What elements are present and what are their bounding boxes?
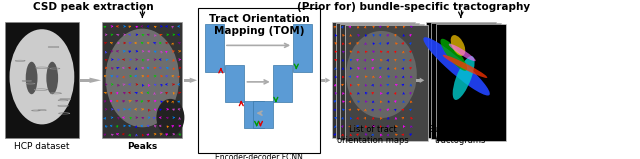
- Ellipse shape: [443, 55, 487, 78]
- Ellipse shape: [106, 29, 179, 127]
- Text: (Prior for) bundle-specific tractography: (Prior for) bundle-specific tractography: [297, 2, 531, 12]
- Bar: [102, 22, 182, 138]
- Text: Tract Orientation
Mapping (TOM): Tract Orientation Mapping (TOM): [209, 14, 310, 36]
- Ellipse shape: [449, 44, 476, 61]
- Bar: [293, 24, 312, 72]
- Ellipse shape: [451, 35, 465, 56]
- Bar: [345, 25, 428, 141]
- Bar: [198, 8, 320, 153]
- Polygon shape: [189, 78, 197, 83]
- Bar: [436, 24, 506, 141]
- Polygon shape: [416, 79, 420, 82]
- Ellipse shape: [156, 99, 184, 136]
- Text: Peaks: Peaks: [127, 142, 157, 151]
- Bar: [253, 101, 273, 128]
- Bar: [426, 22, 496, 138]
- Bar: [431, 23, 501, 139]
- Bar: [273, 65, 292, 102]
- Ellipse shape: [46, 62, 58, 94]
- Bar: [340, 24, 424, 140]
- Bar: [244, 101, 264, 128]
- Text: List of tract
orientation maps: List of tract orientation maps: [337, 125, 409, 145]
- Polygon shape: [90, 78, 101, 83]
- Text: Encoder-decoder FCNN: Encoder-decoder FCNN: [215, 153, 303, 159]
- Text: Bundle specific
tractograms: Bundle specific tractograms: [429, 125, 493, 145]
- Polygon shape: [325, 78, 330, 83]
- Bar: [332, 22, 415, 138]
- Ellipse shape: [452, 56, 474, 100]
- Ellipse shape: [26, 62, 38, 94]
- Polygon shape: [420, 78, 424, 83]
- Text: CSD peak extraction: CSD peak extraction: [33, 2, 154, 12]
- Polygon shape: [321, 79, 325, 82]
- Ellipse shape: [346, 31, 417, 118]
- Ellipse shape: [10, 29, 74, 124]
- Bar: [225, 65, 244, 102]
- Text: HCP dataset: HCP dataset: [14, 142, 70, 151]
- Bar: [5, 22, 79, 138]
- Bar: [336, 23, 419, 139]
- Polygon shape: [80, 79, 90, 82]
- Polygon shape: [184, 79, 189, 82]
- Ellipse shape: [440, 39, 467, 71]
- Ellipse shape: [423, 37, 490, 96]
- Bar: [205, 24, 224, 72]
